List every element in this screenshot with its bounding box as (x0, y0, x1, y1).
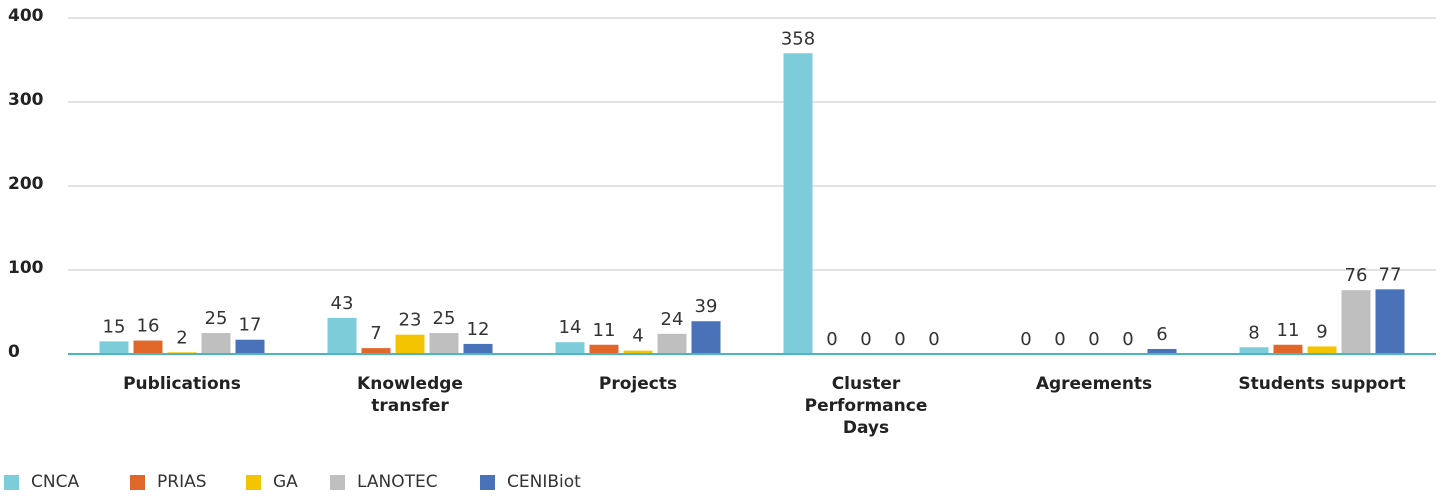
data-label: 4 (632, 326, 643, 347)
x-tick-label: Projects (598, 374, 678, 394)
data-label: 77 (1379, 264, 1402, 285)
data-label: 24 (661, 309, 684, 330)
data-label: 14 (559, 317, 582, 338)
bar (99, 341, 129, 354)
legend-swatch (330, 474, 345, 490)
data-label: 11 (1277, 320, 1300, 341)
data-label: 76 (1345, 265, 1368, 286)
bar (463, 343, 493, 354)
bar (395, 334, 425, 354)
data-label: 0 (1054, 329, 1065, 350)
data-label: 23 (399, 310, 422, 331)
data-label: 6 (1156, 324, 1167, 345)
bar (1375, 289, 1405, 354)
data-label: 12 (467, 319, 490, 340)
data-label: 7 (370, 323, 381, 344)
legend-item: GA (246, 472, 298, 492)
data-label: 15 (103, 316, 126, 337)
bar (1239, 347, 1269, 354)
legend-item: CENIBiot (480, 472, 581, 492)
bar (361, 348, 391, 354)
data-label: 8 (1248, 322, 1259, 343)
data-label: 0 (1088, 329, 1099, 350)
legend-swatch (480, 474, 495, 490)
legend-label: LANOTEC (357, 472, 438, 492)
y-tick-label: 300 (8, 90, 44, 110)
bar (1147, 348, 1177, 354)
bar (429, 333, 459, 354)
x-tick-label: Agreements (1035, 374, 1153, 394)
bar (235, 339, 265, 354)
bar (1341, 290, 1371, 354)
data-label: 0 (1122, 329, 1133, 350)
x-tick-label: Knowledge transfer (357, 374, 463, 416)
y-tick-label: 0 (8, 342, 20, 362)
data-label: 2 (176, 327, 187, 348)
data-label: 43 (331, 293, 354, 314)
legend-label: PRIAS (157, 472, 207, 492)
x-tick-label: Students support (1238, 374, 1406, 394)
bar (133, 340, 163, 354)
data-label: 0 (860, 329, 871, 350)
data-label: 11 (593, 320, 616, 341)
legend-swatch (130, 474, 145, 490)
data-label: 9 (1316, 321, 1327, 342)
data-label: 39 (695, 296, 718, 317)
legend-item: PRIAS (130, 472, 207, 492)
legend-label: CNCA (31, 472, 80, 492)
data-label: 0 (1020, 329, 1031, 350)
data-label: 17 (239, 315, 262, 336)
x-tick-label: Publications (123, 374, 241, 394)
legend-label: GA (273, 472, 298, 492)
legend-label: CENIBiot (507, 472, 581, 492)
legend-item: LANOTEC (330, 472, 438, 492)
data-label: 358 (781, 28, 815, 49)
y-tick-label: 200 (8, 174, 44, 194)
bar (1273, 344, 1303, 354)
bar (589, 344, 619, 354)
bar (783, 53, 813, 354)
bar (555, 342, 585, 354)
data-label: 0 (826, 329, 837, 350)
legend-item: CNCA (4, 472, 79, 492)
bar (327, 317, 357, 354)
data-label: 25 (433, 308, 456, 329)
bar (691, 321, 721, 354)
data-label: 0 (928, 329, 939, 350)
bar (1307, 346, 1337, 354)
data-label: 16 (137, 316, 160, 337)
bar (201, 333, 231, 354)
x-tick-label: Cluster Performance Days (804, 374, 928, 438)
data-label: 0 (894, 329, 905, 350)
bar (623, 350, 653, 354)
y-tick-label: 100 (8, 258, 44, 278)
data-label: 25 (205, 308, 228, 329)
legend-swatch (246, 474, 261, 490)
legend-swatch (4, 474, 19, 490)
y-tick-label: 400 (8, 6, 44, 26)
bar (657, 333, 687, 354)
